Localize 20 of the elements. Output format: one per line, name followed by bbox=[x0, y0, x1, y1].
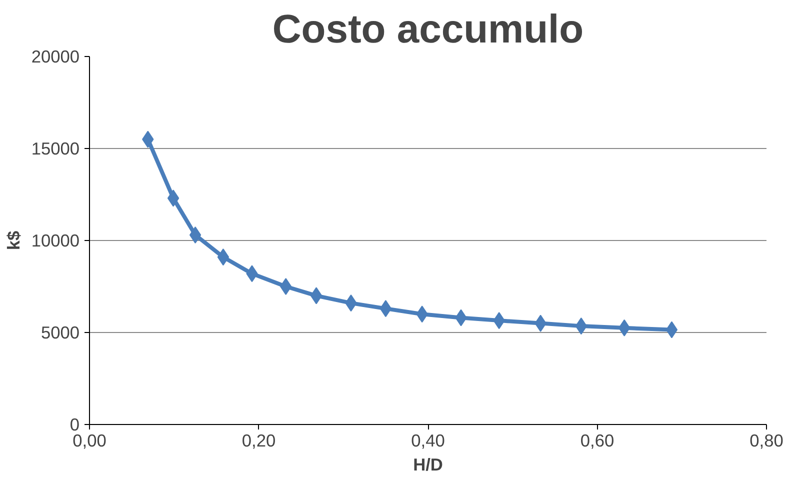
point bbox=[310, 287, 322, 304]
point bbox=[167, 190, 180, 207]
point bbox=[618, 319, 630, 336]
x-tick-label: 0,60 bbox=[580, 430, 614, 450]
y-tick-label: 10000 bbox=[31, 230, 80, 250]
point bbox=[575, 318, 588, 335]
y-tick-label: 20000 bbox=[31, 46, 80, 66]
point bbox=[380, 300, 392, 318]
x-tick-label: 0,20 bbox=[242, 430, 276, 450]
y-axis-title: k$ bbox=[3, 230, 24, 250]
x-axis-title: H/D bbox=[413, 454, 443, 474]
point bbox=[280, 278, 292, 295]
x-tick-label: 0,80 bbox=[750, 430, 784, 450]
chart-title: Costo accumulo bbox=[272, 8, 584, 52]
point bbox=[666, 321, 678, 338]
y-tick-label: 5000 bbox=[40, 322, 80, 342]
y-tick-label: 15000 bbox=[31, 138, 80, 158]
x-tick-label: 0,40 bbox=[411, 430, 445, 450]
point bbox=[217, 248, 230, 266]
point bbox=[189, 226, 202, 244]
